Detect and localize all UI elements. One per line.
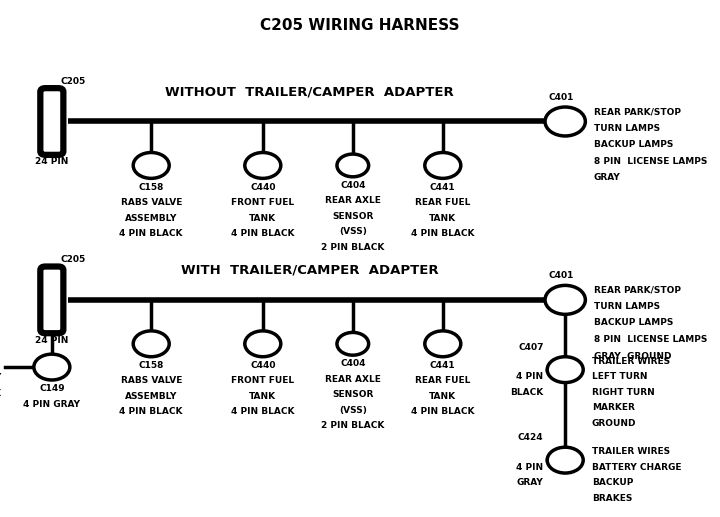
- Text: 24 PIN: 24 PIN: [35, 157, 68, 166]
- Text: REAR FUEL: REAR FUEL: [415, 376, 470, 385]
- Text: FRONT FUEL: FRONT FUEL: [231, 198, 294, 207]
- Text: GRAY  GROUND: GRAY GROUND: [594, 352, 672, 360]
- Text: 4 PIN BLACK: 4 PIN BLACK: [231, 229, 294, 238]
- Text: RELAY: RELAY: [0, 373, 1, 382]
- Text: TRAILER WIRES: TRAILER WIRES: [592, 357, 670, 366]
- Text: WITHOUT  TRAILER/CAMPER  ADAPTER: WITHOUT TRAILER/CAMPER ADAPTER: [165, 85, 454, 98]
- Text: BLACK: BLACK: [510, 388, 544, 397]
- Text: RIGHT TURN: RIGHT TURN: [592, 388, 654, 397]
- Text: TANK: TANK: [249, 214, 276, 222]
- Text: C205: C205: [60, 77, 86, 85]
- Circle shape: [133, 331, 169, 357]
- Text: TURN LAMPS: TURN LAMPS: [594, 124, 660, 132]
- Text: TRAILER: TRAILER: [0, 358, 1, 367]
- Text: TANK: TANK: [249, 392, 276, 401]
- Text: ASSEMBLY: ASSEMBLY: [125, 214, 177, 222]
- Text: FRONT FUEL: FRONT FUEL: [231, 376, 294, 385]
- Circle shape: [337, 332, 369, 355]
- Text: C158: C158: [138, 361, 164, 370]
- Text: C149: C149: [39, 384, 65, 393]
- Circle shape: [337, 154, 369, 177]
- Text: C440: C440: [250, 361, 276, 370]
- Text: MARKER: MARKER: [592, 403, 635, 412]
- Circle shape: [34, 354, 70, 380]
- Text: BACKUP: BACKUP: [592, 478, 633, 487]
- Text: TURN LAMPS: TURN LAMPS: [594, 302, 660, 311]
- Text: GRAY: GRAY: [517, 478, 544, 487]
- Text: LEFT TURN: LEFT TURN: [592, 372, 647, 381]
- Text: RABS VALVE: RABS VALVE: [120, 198, 182, 207]
- Text: GRAY: GRAY: [594, 173, 621, 182]
- Circle shape: [425, 331, 461, 357]
- Text: SENSOR: SENSOR: [332, 212, 374, 221]
- Circle shape: [245, 153, 281, 178]
- Text: BOX: BOX: [0, 389, 1, 398]
- Text: TANK: TANK: [429, 392, 456, 401]
- Text: C158: C158: [138, 183, 164, 191]
- Text: 4 PIN BLACK: 4 PIN BLACK: [120, 229, 183, 238]
- Circle shape: [245, 331, 281, 357]
- Circle shape: [545, 107, 585, 136]
- Text: BRAKES: BRAKES: [592, 494, 632, 503]
- Text: REAR AXLE: REAR AXLE: [325, 375, 381, 384]
- Text: 4 PIN BLACK: 4 PIN BLACK: [120, 407, 183, 416]
- Text: C424: C424: [518, 433, 544, 442]
- Text: BACKUP LAMPS: BACKUP LAMPS: [594, 140, 673, 149]
- Text: C441: C441: [430, 183, 456, 191]
- Text: C205: C205: [60, 255, 86, 264]
- FancyBboxPatch shape: [40, 88, 63, 155]
- Text: ASSEMBLY: ASSEMBLY: [125, 392, 177, 401]
- Text: REAR AXLE: REAR AXLE: [325, 196, 381, 205]
- Text: 4 PIN BLACK: 4 PIN BLACK: [411, 407, 474, 416]
- Text: 24 PIN: 24 PIN: [35, 336, 68, 345]
- Text: 4 PIN BLACK: 4 PIN BLACK: [231, 407, 294, 416]
- Text: 4 PIN: 4 PIN: [516, 463, 544, 472]
- Text: TANK: TANK: [429, 214, 456, 222]
- Text: TRAILER WIRES: TRAILER WIRES: [592, 447, 670, 456]
- Text: RABS VALVE: RABS VALVE: [120, 376, 182, 385]
- Text: REAR FUEL: REAR FUEL: [415, 198, 470, 207]
- Circle shape: [425, 153, 461, 178]
- Text: WITH  TRAILER/CAMPER  ADAPTER: WITH TRAILER/CAMPER ADAPTER: [181, 264, 438, 277]
- Text: 8 PIN  LICENSE LAMPS: 8 PIN LICENSE LAMPS: [594, 335, 707, 344]
- FancyBboxPatch shape: [40, 267, 63, 333]
- Text: 4 PIN: 4 PIN: [516, 372, 544, 381]
- Text: C404: C404: [340, 181, 366, 190]
- Circle shape: [133, 153, 169, 178]
- Circle shape: [545, 285, 585, 314]
- Text: C404: C404: [340, 359, 366, 368]
- Text: BACKUP LAMPS: BACKUP LAMPS: [594, 318, 673, 327]
- Text: REAR PARK/STOP: REAR PARK/STOP: [594, 285, 681, 294]
- Text: GROUND: GROUND: [592, 419, 636, 428]
- Text: C401: C401: [549, 93, 574, 102]
- Text: C407: C407: [518, 343, 544, 352]
- Text: C401: C401: [549, 271, 574, 280]
- Circle shape: [547, 357, 583, 383]
- Text: 8 PIN  LICENSE LAMPS: 8 PIN LICENSE LAMPS: [594, 157, 707, 165]
- Text: (VSS): (VSS): [339, 227, 366, 236]
- Text: 2 PIN BLACK: 2 PIN BLACK: [321, 243, 384, 252]
- Text: C440: C440: [250, 183, 276, 191]
- Text: SENSOR: SENSOR: [332, 390, 374, 399]
- Circle shape: [547, 447, 583, 473]
- Text: 2 PIN BLACK: 2 PIN BLACK: [321, 421, 384, 430]
- Text: 4 PIN BLACK: 4 PIN BLACK: [411, 229, 474, 238]
- Text: REAR PARK/STOP: REAR PARK/STOP: [594, 107, 681, 116]
- Text: BATTERY CHARGE: BATTERY CHARGE: [592, 463, 681, 472]
- Text: (VSS): (VSS): [339, 406, 366, 415]
- Text: C205 WIRING HARNESS: C205 WIRING HARNESS: [260, 18, 460, 33]
- Text: 4 PIN GRAY: 4 PIN GRAY: [23, 400, 81, 408]
- Text: C441: C441: [430, 361, 456, 370]
